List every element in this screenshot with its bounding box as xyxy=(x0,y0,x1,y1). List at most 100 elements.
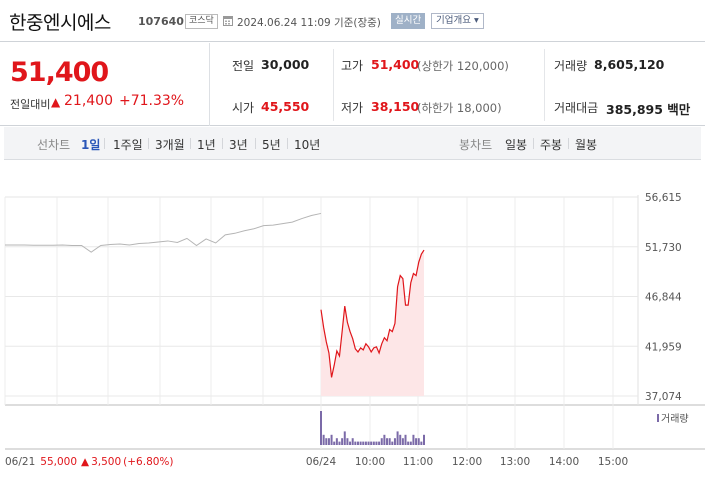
volume-bar xyxy=(386,438,389,445)
volume-bar xyxy=(396,431,399,445)
market-badge: 코스닥 xyxy=(185,14,218,29)
tab-monthly-candle[interactable]: 월봉 xyxy=(575,138,598,152)
volume-bar xyxy=(327,438,330,445)
x-tick-label: 11:00 xyxy=(403,456,433,468)
tab-separator xyxy=(568,138,569,149)
open-value: 45,550 xyxy=(261,99,310,114)
chart-period-tabs: 선차트 1일 1주일 3개월 1년 3년 5년 10년 봉차트 일봉 주봉 월봉 xyxy=(4,127,701,160)
volume-bar xyxy=(354,441,357,445)
volume-bar xyxy=(383,434,386,445)
change-rate: +71.33% xyxy=(119,93,185,109)
stock-code: 107640 xyxy=(138,15,184,28)
tab-3month[interactable]: 3개월 xyxy=(155,138,185,152)
tab-10year[interactable]: 10년 xyxy=(294,138,321,152)
open-label: 시가 xyxy=(232,101,255,115)
tab-1week[interactable]: 1주일 xyxy=(113,138,143,152)
price-chart[interactable]: 56,615 51,730 46,844 41,959 37,074 거래량 06/24 10… xyxy=(0,165,705,487)
tab-1year[interactable]: 1년 xyxy=(197,138,216,152)
change-label: 전일대비 xyxy=(10,98,51,111)
y-tick-label: 41,959 xyxy=(645,341,682,353)
realtime-button[interactable]: 실시간 xyxy=(391,13,426,29)
tab-separator xyxy=(533,138,534,149)
candle-chart-title: 봉차트 xyxy=(459,138,493,152)
volume-bar xyxy=(393,438,396,445)
volume-bar xyxy=(343,431,346,445)
divider xyxy=(333,49,334,121)
volume-bar xyxy=(404,434,407,445)
volume-bar xyxy=(333,441,336,445)
volume-bar xyxy=(399,434,402,445)
volume-bar xyxy=(338,441,341,445)
prev-day-date: 06/21 xyxy=(5,456,35,468)
volume-bar xyxy=(372,441,375,445)
prev-close-value: 30,000 xyxy=(261,57,310,72)
company-overview-button[interactable]: 기업개요 ▾ xyxy=(431,13,484,29)
stock-header: 한중엔시에스 107640 코스닥 2024.06.24 11:09 기준(장중… xyxy=(0,0,705,42)
volume-bar xyxy=(378,441,381,445)
y-tick-label: 46,844 xyxy=(645,292,682,304)
volume-bar xyxy=(349,441,352,445)
tab-weekly-candle[interactable]: 주봉 xyxy=(540,138,563,152)
volume-bar xyxy=(401,438,404,445)
volume-bar xyxy=(367,441,370,445)
current-price-box: 51,400 전일대비 ▲ 21,400 +71.33% xyxy=(0,43,210,126)
tab-separator xyxy=(190,138,191,149)
datetime: 2024.06.24 11:09 기준(장중) xyxy=(237,17,381,29)
prev-close-label: 전일 xyxy=(232,59,255,73)
volume-bar xyxy=(423,434,425,445)
tab-separator xyxy=(104,138,105,149)
x-tick-label: 12:00 xyxy=(452,456,482,468)
tab-3year[interactable]: 3년 xyxy=(229,138,248,152)
volume-label: 거래량 xyxy=(661,413,689,425)
volume-bar xyxy=(420,441,423,445)
stock-name: 한중엔시에스 xyxy=(9,12,111,34)
volume-bar xyxy=(417,438,420,445)
volume-bar xyxy=(346,438,349,445)
volume-bar xyxy=(351,438,354,445)
divider xyxy=(544,49,545,121)
high-label: 고가 xyxy=(341,59,364,73)
volume-bar xyxy=(415,438,418,445)
x-tick-label: 06/24 xyxy=(306,456,337,468)
calendar-icon xyxy=(223,16,233,26)
volume-bar xyxy=(330,434,333,445)
today-line xyxy=(320,249,425,378)
y-tick-label: 56,615 xyxy=(645,192,682,204)
volume-bar xyxy=(380,438,383,445)
x-tick-label: 10:00 xyxy=(355,456,385,468)
volume-bar xyxy=(362,441,365,445)
high-value: 51,400 xyxy=(371,57,420,72)
x-tick-label: 15:00 xyxy=(598,456,628,468)
volume-bar xyxy=(409,441,412,445)
volume-label: 거래량 xyxy=(554,59,588,73)
current-price: 51,400 xyxy=(10,57,109,88)
volume-bar xyxy=(364,441,367,445)
volume-bar xyxy=(388,438,391,445)
tab-separator xyxy=(222,138,223,149)
volume-bar xyxy=(407,441,410,445)
trade-amount-label: 거래대금 xyxy=(554,101,599,115)
volume-bar xyxy=(412,434,415,445)
volume-bar xyxy=(356,441,359,445)
tab-separator xyxy=(287,138,288,149)
volume-bar xyxy=(370,441,373,445)
up-arrow-icon: ▲ xyxy=(81,456,90,468)
upper-limit: (상한가 120,000) xyxy=(417,59,509,73)
tab-separator xyxy=(255,138,256,149)
price-summary: 51,400 전일대비 ▲ 21,400 +71.33% 전일 30,000 시… xyxy=(0,43,705,126)
tab-5year[interactable]: 5년 xyxy=(262,138,281,152)
lower-limit: (하한가 18,000) xyxy=(417,101,502,115)
x-tick-label: 13:00 xyxy=(500,456,530,468)
volume-bar xyxy=(341,438,344,445)
volume-bar xyxy=(391,441,394,445)
tab-daily-candle[interactable]: 일봉 xyxy=(505,138,528,152)
line-chart-title: 선차트 xyxy=(37,138,71,152)
low-label: 저가 xyxy=(341,101,364,115)
volume-bar xyxy=(375,441,378,445)
x-tick-label: 14:00 xyxy=(549,456,579,468)
tab-1day[interactable]: 1일 xyxy=(81,138,101,152)
up-arrow-icon: ▲ xyxy=(51,95,61,109)
today-area xyxy=(321,250,424,396)
prev-day-change: 3,500 xyxy=(91,456,121,468)
prev-day-line xyxy=(5,212,322,253)
